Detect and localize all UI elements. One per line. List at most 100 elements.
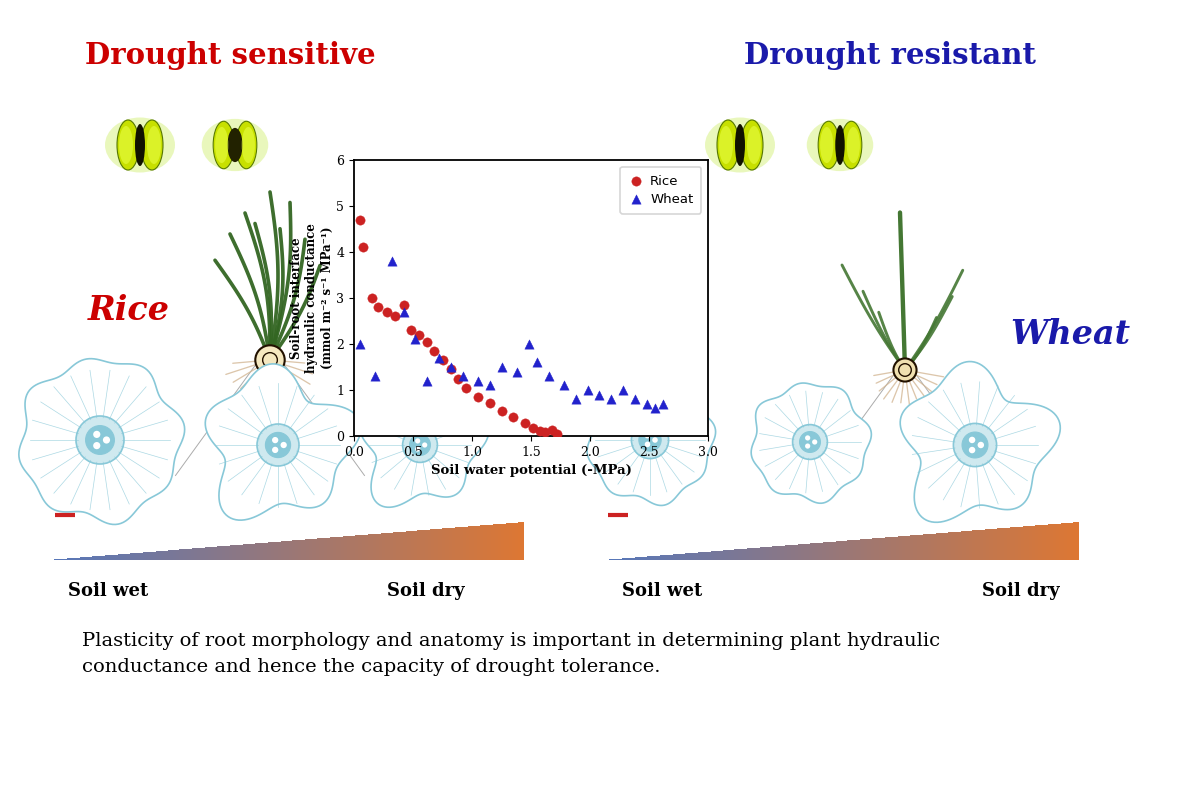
Bar [128, 554, 131, 560]
Bar [889, 537, 892, 560]
Bar [454, 527, 456, 560]
Bar [216, 546, 218, 560]
Ellipse shape [706, 118, 775, 173]
Bar [796, 545, 798, 560]
Bar [424, 530, 425, 560]
Rice [368, 301, 388, 314]
Bar [1027, 526, 1030, 560]
Bar [428, 530, 430, 560]
Bar [485, 525, 487, 560]
Bar [619, 558, 620, 560]
Bar [774, 546, 776, 560]
Bar [984, 530, 986, 560]
Circle shape [422, 442, 427, 448]
Bar [61, 559, 62, 560]
Bar [326, 538, 329, 560]
Bar [450, 528, 452, 560]
Legend: Rice, Wheat: Rice, Wheat [620, 166, 702, 214]
Bar [148, 552, 150, 560]
Bar [680, 554, 683, 560]
Bar [958, 532, 960, 560]
Bar [94, 556, 96, 560]
Rice [401, 324, 420, 337]
Bar [982, 530, 984, 560]
Bar [469, 526, 472, 560]
Bar [335, 537, 337, 560]
Bar [493, 525, 496, 560]
Ellipse shape [119, 126, 133, 164]
Bar [932, 534, 935, 560]
Bar [484, 525, 486, 560]
Bar [82, 558, 83, 560]
Bar [929, 534, 931, 560]
Rice [385, 310, 404, 322]
Text: Soil wet: Soil wet [622, 582, 702, 600]
Bar [625, 558, 628, 560]
Bar [977, 530, 979, 560]
Wheat [480, 379, 499, 392]
Bar [121, 554, 122, 560]
Bar [824, 542, 827, 560]
Bar [1028, 526, 1031, 560]
Bar [656, 556, 659, 560]
Bar [439, 529, 442, 560]
Bar [364, 534, 365, 560]
Bar [227, 546, 229, 560]
Bar [314, 538, 316, 560]
Bar [268, 542, 270, 560]
Bar [1051, 524, 1054, 560]
Bar [953, 532, 955, 560]
Bar [374, 534, 377, 560]
Bar [186, 549, 188, 560]
Bar [823, 542, 826, 560]
Bar [775, 546, 778, 560]
Bar [136, 553, 137, 560]
Ellipse shape [236, 122, 257, 169]
Bar [289, 541, 290, 560]
Bar [265, 542, 266, 560]
Bar [1037, 526, 1039, 560]
Bar [208, 547, 210, 560]
Bar [660, 555, 662, 560]
Bar [325, 538, 328, 560]
Bar [109, 555, 112, 560]
Ellipse shape [142, 120, 163, 170]
Rice [425, 345, 444, 358]
Bar [468, 526, 469, 560]
Bar [376, 534, 378, 560]
Bar [98, 556, 101, 560]
Bar [898, 537, 900, 560]
Bar [228, 546, 230, 560]
Bar [928, 534, 930, 560]
Bar [401, 532, 403, 560]
Bar [193, 548, 196, 560]
Bar [473, 526, 474, 560]
Bar [192, 549, 194, 560]
Bar [673, 554, 674, 560]
Bar [517, 522, 518, 560]
Bar [634, 558, 635, 560]
Bar [491, 525, 493, 560]
Bar [474, 526, 476, 560]
Bar [386, 533, 389, 560]
Bar [400, 532, 402, 560]
Wheat [394, 306, 413, 318]
Bar [943, 533, 946, 560]
Bar [842, 541, 844, 560]
Bar [322, 538, 324, 560]
Bar [624, 558, 625, 560]
Bar [766, 547, 768, 560]
Bar [848, 540, 851, 560]
Bar [414, 530, 416, 560]
Bar [682, 554, 684, 560]
Bar [1021, 526, 1024, 560]
Bar [782, 546, 784, 560]
Bar [181, 550, 184, 560]
Bar [976, 530, 977, 560]
Bar [356, 535, 359, 560]
Bar [734, 550, 737, 560]
Bar [652, 556, 654, 560]
Circle shape [281, 442, 287, 448]
Bar [882, 538, 883, 560]
Bar [305, 539, 306, 560]
